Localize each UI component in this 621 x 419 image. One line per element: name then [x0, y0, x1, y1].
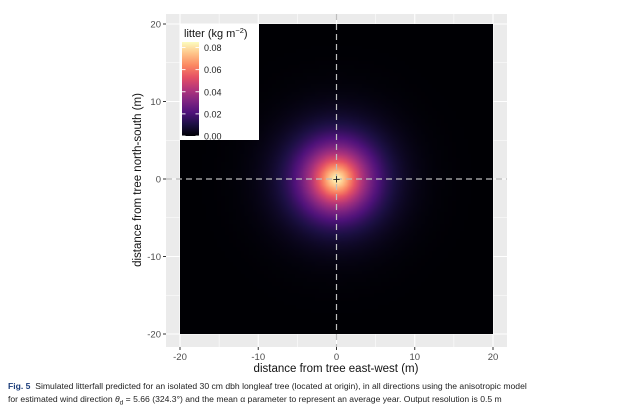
legend-tick-label: 0.06: [204, 65, 222, 75]
x-tick-label: 0: [334, 352, 339, 363]
y-axis-label: distance from tree north-south (m): [132, 93, 144, 267]
legend-tick-label: 0.00: [204, 132, 222, 142]
caption-text-2a: for estimated wind direction: [8, 394, 115, 404]
caption-line-2: for estimated wind direction θd = 5.66 (…: [8, 393, 616, 410]
litterfall-heatmap-figure: + -20 -10 0 10 20 20 10 0 -10 -20 distance from …: [132, 14, 507, 375]
legend-title: litter (kg m−2): [184, 26, 248, 40]
x-tick-label: 10: [409, 352, 420, 363]
legend-ticks: 0.08 0.06 0.04 0.02 0.00: [182, 43, 222, 142]
y-tick-label: -20: [147, 330, 161, 341]
legend-tick-label: 0.02: [204, 109, 222, 119]
theta-subscript: d: [119, 399, 124, 407]
x-axis-ticks: -20 -10 0 10 20: [173, 347, 498, 363]
x-tick-label: -20: [173, 352, 187, 363]
y-axis-ticks: 20 10 0 -10 -20: [147, 20, 166, 341]
y-tick-label: 20: [150, 20, 161, 31]
figure-caption: Fig. 5 Simulated litterfall predicted fo…: [8, 380, 616, 410]
legend-tick-label: 0.08: [204, 43, 222, 53]
colorbar-legend: litter (kg m−2) 0.08 0.06 0.04 0.02 0.00: [180, 24, 259, 142]
legend-colorbar: [182, 42, 199, 136]
x-tick-label: -10: [251, 352, 265, 363]
caption-text-1: Simulated litterfall predicted for an is…: [35, 381, 527, 391]
legend-tick-label: 0.04: [204, 87, 222, 97]
x-tick-label: 20: [488, 352, 499, 363]
origin-marker: +: [333, 172, 341, 187]
caption-text-2b: = 5.66 (324.3°) and the mean α parameter…: [123, 394, 502, 404]
x-axis-label: distance from tree east-west (m): [254, 363, 419, 375]
figure-label: Fig. 5: [8, 381, 31, 391]
theta-symbol: θ: [115, 394, 120, 404]
caption-line-1: Fig. 5 Simulated litterfall predicted fo…: [8, 380, 616, 393]
y-tick-label: 0: [156, 175, 161, 186]
y-tick-label: 10: [150, 97, 161, 108]
y-tick-label: -10: [147, 252, 161, 263]
